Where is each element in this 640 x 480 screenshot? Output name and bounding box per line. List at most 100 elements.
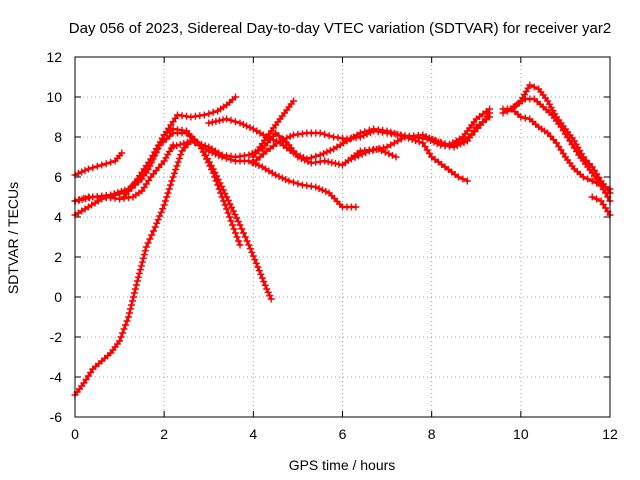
data-point (135, 269, 143, 277)
data-point (119, 329, 127, 337)
data-point (227, 217, 235, 225)
data-point (351, 153, 359, 161)
data-point (154, 216, 162, 224)
data-point (296, 152, 304, 160)
data-point (232, 229, 239, 237)
data-point (251, 256, 259, 264)
data-point (74, 170, 82, 177)
data-point (504, 107, 511, 115)
data-point (128, 301, 135, 309)
data-point (323, 148, 331, 156)
data-point (169, 173, 177, 181)
data-point (372, 145, 380, 153)
data-point (223, 115, 231, 123)
data-point (347, 155, 355, 163)
data-point (282, 176, 290, 183)
series-s6 (71, 137, 360, 399)
data-point (130, 293, 137, 301)
data-point (236, 221, 244, 229)
data-point (136, 266, 144, 274)
data-point (266, 135, 274, 142)
data-point (219, 116, 227, 124)
data-point (521, 114, 529, 122)
data-point (266, 292, 274, 300)
data-point (294, 180, 302, 188)
data-point (214, 181, 222, 189)
data-point (232, 118, 239, 126)
data-point (258, 274, 266, 282)
data-point (434, 138, 442, 146)
y-tick-label: 12 (46, 49, 62, 65)
data-point (176, 141, 184, 149)
data-point (78, 168, 86, 176)
series-s14 (499, 105, 614, 193)
data-point (392, 153, 400, 161)
data-point (209, 108, 217, 116)
data-point (229, 207, 237, 215)
data-point (240, 229, 247, 237)
data-point (328, 159, 336, 167)
data-point (422, 133, 430, 140)
data-point (176, 154, 183, 162)
data-point (376, 145, 384, 153)
y-tick-label: 6 (54, 169, 62, 185)
series-s8 (205, 115, 471, 185)
data-point (148, 231, 156, 239)
data-point (283, 134, 291, 142)
data-point (153, 219, 161, 227)
data-point (260, 278, 268, 286)
data-point (118, 149, 126, 157)
data-point (224, 209, 232, 217)
data-point (76, 196, 83, 204)
data-point (208, 118, 216, 126)
data-point (151, 223, 159, 231)
data-point (102, 160, 110, 168)
data-point (255, 267, 263, 275)
data-point (173, 162, 181, 170)
data-point (593, 195, 601, 203)
data-point (141, 247, 149, 255)
data-point (172, 166, 180, 174)
x-axis-label: GPS time / hours (289, 457, 396, 473)
data-point (530, 83, 538, 91)
data-point (588, 177, 596, 185)
data-point (276, 137, 284, 145)
data-point (286, 133, 294, 140)
y-tick-label: -6 (50, 409, 63, 425)
data-point (93, 162, 101, 170)
data-point (293, 151, 301, 158)
data-point (272, 171, 280, 179)
data-point (236, 119, 244, 127)
data-point (584, 175, 592, 183)
data-point (324, 158, 332, 166)
data-point (156, 212, 164, 220)
data-point (123, 317, 131, 325)
series-s4 (71, 141, 177, 205)
data-point (355, 152, 363, 160)
data-point (390, 139, 398, 147)
data-point (275, 173, 283, 180)
data-point (122, 321, 129, 329)
data-point (142, 243, 150, 251)
data-point (220, 197, 228, 205)
data-point (157, 208, 165, 216)
data-point (107, 158, 115, 166)
data-point (579, 173, 587, 181)
data-point (246, 124, 254, 131)
series-s12 (428, 109, 494, 149)
data-point (144, 239, 152, 247)
data-point (278, 174, 286, 182)
data-point (125, 313, 132, 321)
data-point (316, 129, 324, 137)
data-point (218, 193, 226, 201)
data-point (325, 132, 333, 140)
data-point (164, 189, 172, 197)
series-s10 (249, 97, 297, 161)
data-point (243, 122, 251, 130)
data-point (191, 138, 198, 146)
data-point (267, 295, 275, 303)
data-point (187, 137, 195, 145)
data-point (198, 141, 206, 149)
data-point (385, 150, 393, 158)
data-point (183, 138, 191, 146)
